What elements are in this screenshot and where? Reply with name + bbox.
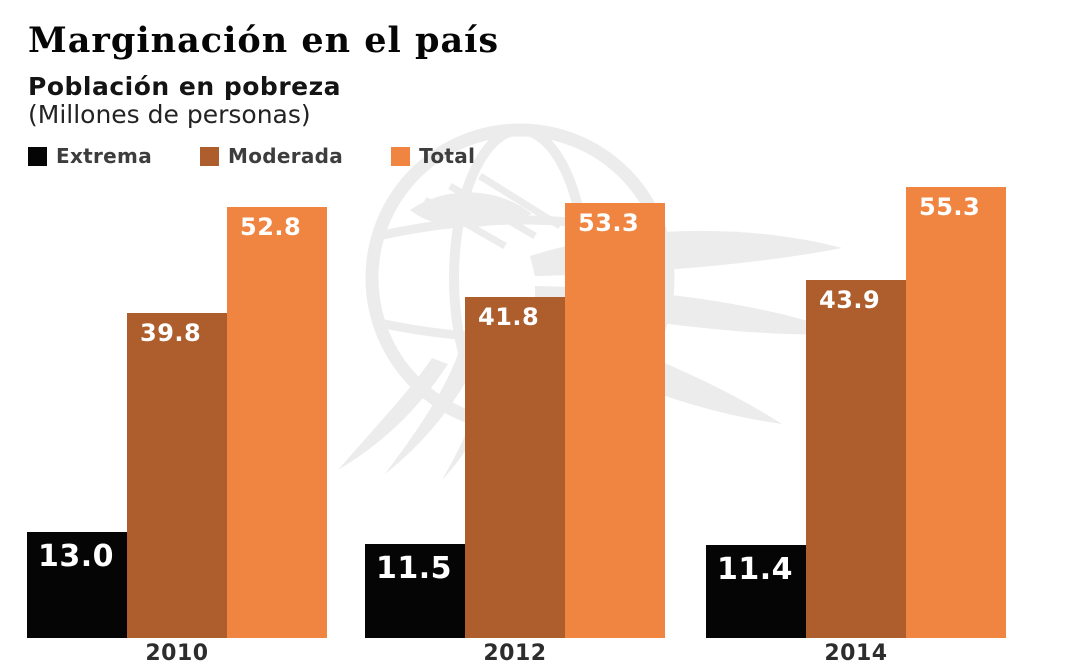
chart-units-label: (Millones de personas) <box>28 100 311 129</box>
bar-moderada-2010: 39.8 <box>127 313 227 638</box>
legend-label-moderada: Moderada <box>228 144 344 168</box>
value-label-extrema-2010: 13.0 <box>38 539 115 574</box>
bar-extrema-2012: 11.5 <box>365 544 465 638</box>
bar-moderada-2012: 41.8 <box>465 297 565 638</box>
legend-item-extrema: Extrema <box>28 144 152 168</box>
bar-total-2014: 55.3 <box>906 187 1006 638</box>
bar-extrema-2010: 13.0 <box>27 532 127 638</box>
bar-group-2010: 13.0 39.8 52.8 2010 <box>27 207 327 666</box>
legend-label-extrema: Extrema <box>56 144 152 168</box>
legend-label-total: Total <box>419 144 476 168</box>
legend-item-total: Total <box>391 144 475 168</box>
x-axis-label-2010: 2010 <box>145 641 209 666</box>
x-axis-label-2014: 2014 <box>824 641 888 666</box>
legend-item-moderada: Moderada <box>200 144 343 168</box>
bar-total-2012: 53.3 <box>565 203 665 638</box>
legend: Extrema Moderada Total <box>28 144 475 168</box>
legend-swatch-moderada <box>200 146 219 166</box>
chart-subtitle: Población en pobreza <box>28 72 342 101</box>
legend-swatch-total <box>391 146 411 166</box>
value-label-moderada-2012: 41.8 <box>478 303 540 331</box>
bar-moderada-2014: 43.9 <box>806 280 906 638</box>
value-label-total-2014: 55.3 <box>919 193 981 221</box>
page-title: Marginación en el país <box>28 20 500 61</box>
bar-total-2010: 52.8 <box>227 207 327 638</box>
bar-group-2012: 11.5 41.8 53.3 2012 <box>365 203 665 666</box>
value-label-moderada-2014: 43.9 <box>819 286 881 314</box>
value-label-extrema-2014: 11.4 <box>717 552 794 587</box>
bar-extrema-2014: 11.4 <box>706 545 806 638</box>
legend-swatch-extrema <box>28 146 47 166</box>
value-label-total-2010: 52.8 <box>240 213 302 241</box>
x-axis-label-2012: 2012 <box>483 641 547 666</box>
value-label-extrema-2012: 11.5 <box>376 551 453 586</box>
bar-group-2014: 11.4 43.9 55.3 2014 <box>706 187 1006 666</box>
value-label-total-2012: 53.3 <box>578 209 640 237</box>
value-label-moderada-2010: 39.8 <box>140 319 202 347</box>
